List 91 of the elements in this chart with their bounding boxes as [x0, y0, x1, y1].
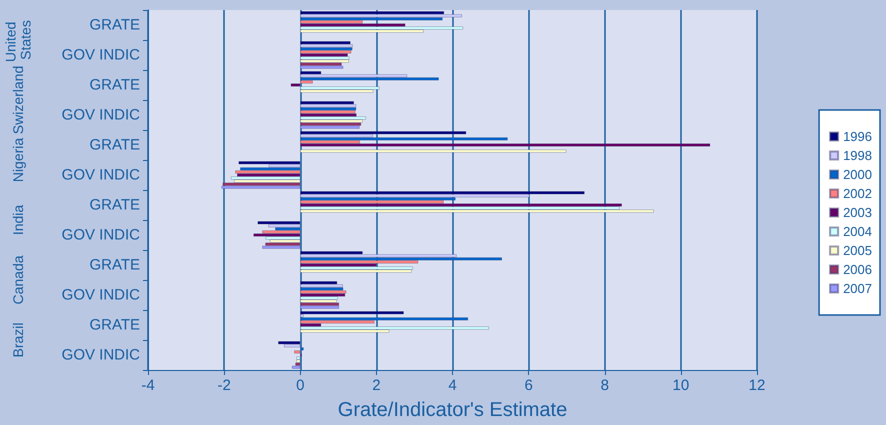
bar [230, 176, 300, 180]
bar [300, 311, 404, 314]
bar [300, 60, 349, 63]
x-tick-label: 4 [448, 377, 457, 394]
text: United States [2, 18, 34, 62]
y-tick-label: GRATE [89, 196, 140, 214]
bar [300, 300, 337, 303]
bar [300, 191, 585, 194]
bar [300, 53, 348, 57]
bar [300, 326, 490, 330]
bar [300, 290, 346, 294]
legend-label: 2005 [843, 243, 872, 258]
x-tick-label: -4 [141, 377, 155, 394]
legend-label: 1996 [843, 129, 872, 144]
bar [300, 143, 710, 147]
bar [300, 293, 346, 297]
bar [221, 186, 300, 189]
bar [300, 101, 354, 104]
text: Swizerland [10, 66, 26, 134]
bar [300, 126, 360, 129]
bar [262, 246, 300, 249]
y-tick-label: GRATE [89, 136, 140, 154]
bar [300, 47, 352, 50]
bar [300, 317, 468, 320]
bar [300, 266, 413, 270]
bar [222, 182, 300, 186]
y-tick-label: GRATE [89, 316, 140, 334]
bar [258, 221, 300, 224]
text: India [10, 204, 26, 236]
bar [292, 366, 300, 369]
bar [300, 287, 344, 290]
bar [300, 44, 353, 48]
bar [300, 14, 462, 18]
bar [300, 107, 356, 110]
bar [300, 257, 502, 260]
legend-label: 2000 [843, 167, 872, 182]
bar [300, 131, 466, 134]
bar [235, 170, 300, 174]
legend-label: 2004 [843, 224, 872, 239]
x-tick-label: -2 [217, 377, 231, 394]
bar [238, 161, 300, 164]
y-tick-label: GRATE [89, 76, 140, 94]
text: Nigeria [10, 138, 26, 182]
bar [300, 203, 622, 207]
bar [300, 122, 362, 126]
text: Brazil [10, 322, 26, 358]
x-tick-label: 2 [372, 377, 381, 394]
bar [265, 242, 300, 246]
y-tick-label: GOV INDIC [62, 166, 140, 184]
y-tick-label: GOV INDIC [62, 106, 140, 124]
bar [300, 26, 464, 30]
x-axis-title: Grate/Indicator's Estimate [338, 399, 568, 421]
y-tick-label: GRATE [89, 256, 140, 274]
bar [300, 120, 363, 123]
bar [300, 284, 343, 288]
bar [294, 350, 300, 354]
bar [300, 150, 566, 153]
x-tick-label: 10 [672, 377, 690, 394]
legend-label: 2006 [843, 262, 872, 277]
bar [300, 104, 356, 108]
y-tick-label: GRATE [89, 16, 140, 34]
bar [300, 56, 350, 60]
bar [300, 210, 654, 213]
legend-label: 1998 [843, 148, 872, 163]
legend-label: 2007 [843, 281, 872, 296]
bar [296, 356, 300, 360]
x-tick-label: 12 [748, 377, 766, 394]
y-tick-label: GOV INDIC [62, 226, 140, 244]
bar [295, 362, 300, 366]
bar [300, 137, 508, 140]
x-tick-label: 8 [600, 377, 609, 394]
bar [296, 360, 300, 363]
bar [253, 233, 300, 237]
bar [300, 302, 340, 306]
bar [300, 77, 439, 80]
legend-label: 2002 [843, 186, 872, 201]
x-tick-label: 0 [296, 377, 304, 394]
bar [300, 50, 352, 54]
bar [300, 41, 350, 44]
text: Canada [10, 255, 26, 305]
bar [278, 341, 300, 344]
y-tick-label: GOV INDIC [62, 346, 140, 364]
legend-label: 2003 [843, 205, 872, 220]
bar [300, 110, 356, 114]
bar [300, 116, 366, 120]
x-tick-label: 6 [524, 377, 533, 394]
y-tick-label: GOV INDIC [62, 286, 140, 304]
bar [300, 66, 344, 69]
bar [300, 270, 412, 273]
bar [300, 306, 340, 309]
y-tick-label: GOV INDIC [62, 46, 140, 64]
